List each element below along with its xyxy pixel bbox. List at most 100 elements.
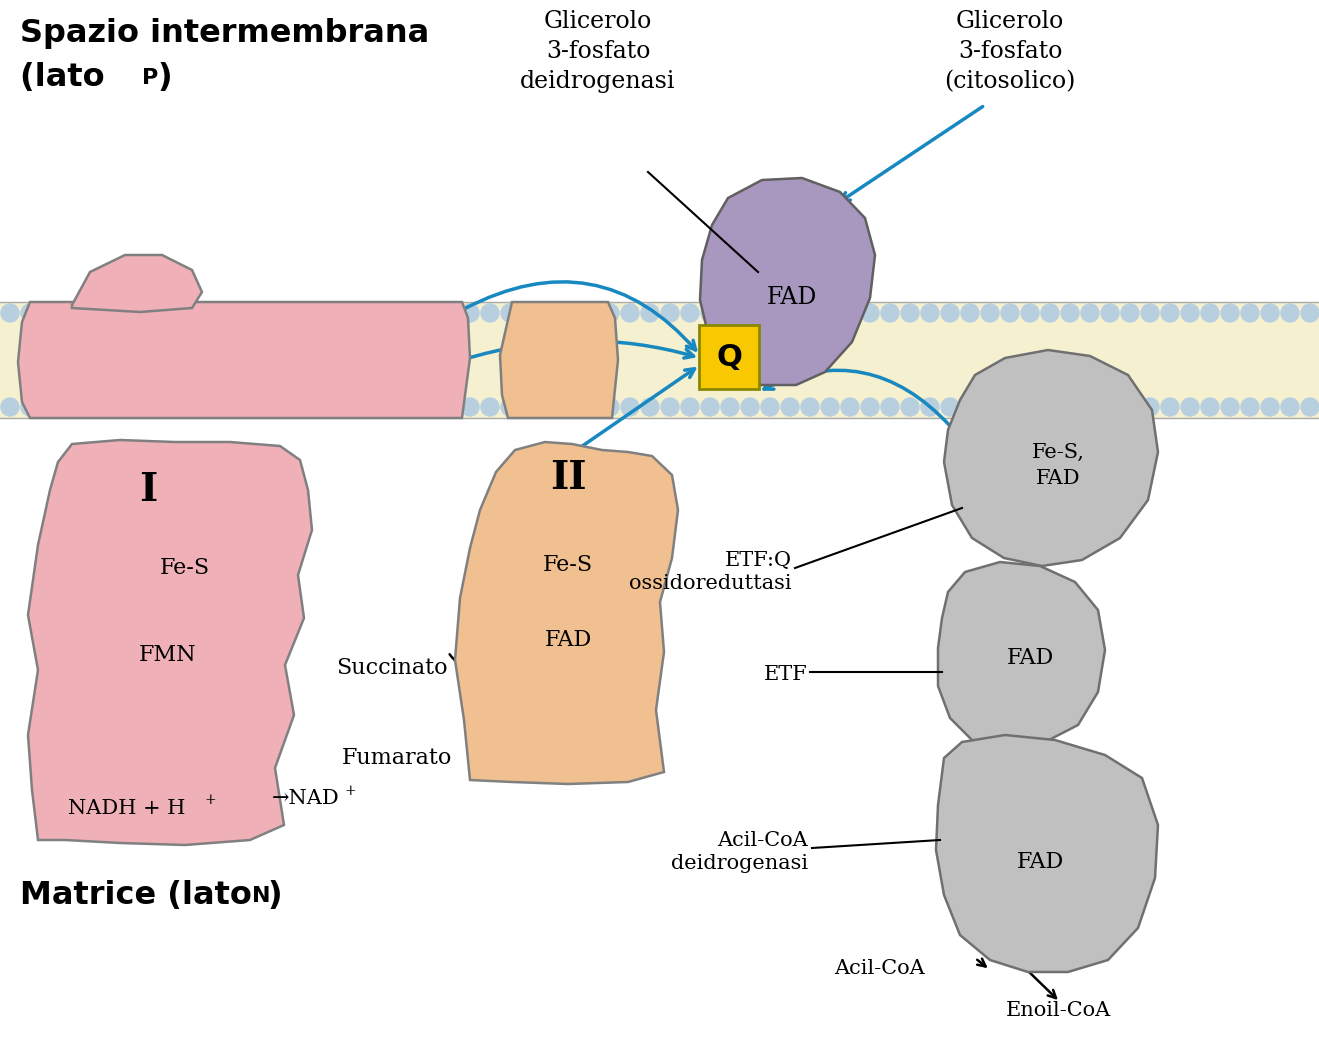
Circle shape bbox=[601, 304, 619, 322]
Circle shape bbox=[261, 304, 280, 322]
Text: FAD: FAD bbox=[1017, 851, 1063, 873]
Circle shape bbox=[741, 397, 758, 416]
Circle shape bbox=[1281, 304, 1299, 322]
Circle shape bbox=[621, 304, 638, 322]
Text: Glicerolo
3-fosfato
(citosolico): Glicerolo 3-fosfato (citosolico) bbox=[944, 10, 1076, 93]
Text: I: I bbox=[138, 471, 157, 509]
Circle shape bbox=[401, 397, 419, 416]
Circle shape bbox=[1021, 397, 1039, 416]
Circle shape bbox=[342, 304, 359, 322]
Circle shape bbox=[580, 397, 599, 416]
Circle shape bbox=[561, 397, 579, 416]
Text: ): ) bbox=[157, 62, 171, 93]
Circle shape bbox=[1221, 304, 1239, 322]
Circle shape bbox=[921, 304, 939, 322]
Circle shape bbox=[361, 397, 379, 416]
Circle shape bbox=[102, 304, 119, 322]
Circle shape bbox=[381, 397, 400, 416]
Text: II: II bbox=[550, 459, 586, 497]
Circle shape bbox=[962, 304, 979, 322]
Circle shape bbox=[1202, 397, 1219, 416]
Circle shape bbox=[781, 397, 799, 416]
Circle shape bbox=[1001, 397, 1020, 416]
Text: FAD: FAD bbox=[545, 629, 592, 651]
Circle shape bbox=[200, 304, 219, 322]
Circle shape bbox=[681, 397, 699, 416]
Text: Matrice (lato: Matrice (lato bbox=[20, 880, 262, 911]
Polygon shape bbox=[28, 440, 313, 845]
Text: FAD: FAD bbox=[1035, 469, 1080, 487]
Circle shape bbox=[1101, 304, 1119, 322]
Circle shape bbox=[661, 397, 679, 416]
Circle shape bbox=[501, 397, 518, 416]
Text: Fe-S: Fe-S bbox=[160, 558, 210, 579]
Circle shape bbox=[861, 304, 878, 322]
Circle shape bbox=[241, 397, 259, 416]
Circle shape bbox=[1161, 397, 1179, 416]
Circle shape bbox=[641, 304, 660, 322]
Polygon shape bbox=[18, 302, 470, 418]
Circle shape bbox=[181, 304, 199, 322]
Text: +: + bbox=[204, 793, 216, 808]
Polygon shape bbox=[73, 255, 202, 312]
Circle shape bbox=[1141, 397, 1159, 416]
Circle shape bbox=[1121, 304, 1140, 322]
Text: Spazio intermembrana: Spazio intermembrana bbox=[20, 18, 429, 49]
Circle shape bbox=[601, 397, 619, 416]
Circle shape bbox=[41, 397, 59, 416]
Circle shape bbox=[121, 397, 138, 416]
Circle shape bbox=[1241, 397, 1260, 416]
Circle shape bbox=[901, 397, 919, 416]
Circle shape bbox=[820, 397, 839, 416]
Circle shape bbox=[161, 304, 179, 322]
Circle shape bbox=[981, 397, 998, 416]
Text: Fumarato: Fumarato bbox=[342, 747, 452, 769]
Circle shape bbox=[462, 304, 479, 322]
Circle shape bbox=[441, 397, 459, 416]
Circle shape bbox=[301, 304, 319, 322]
Polygon shape bbox=[700, 178, 874, 385]
Circle shape bbox=[1281, 397, 1299, 416]
Circle shape bbox=[222, 397, 239, 416]
Text: ETF: ETF bbox=[764, 665, 809, 684]
Circle shape bbox=[1181, 397, 1199, 416]
Circle shape bbox=[1, 397, 18, 416]
Circle shape bbox=[1021, 304, 1039, 322]
Circle shape bbox=[801, 304, 819, 322]
Circle shape bbox=[381, 304, 400, 322]
Circle shape bbox=[441, 304, 459, 322]
Circle shape bbox=[321, 304, 339, 322]
Circle shape bbox=[1060, 304, 1079, 322]
Circle shape bbox=[261, 397, 280, 416]
Circle shape bbox=[940, 397, 959, 416]
Circle shape bbox=[61, 304, 79, 322]
Text: Q: Q bbox=[716, 343, 741, 372]
Circle shape bbox=[1301, 304, 1319, 322]
Text: Acil-CoA
deidrogenasi: Acil-CoA deidrogenasi bbox=[671, 831, 809, 873]
Circle shape bbox=[21, 304, 40, 322]
Circle shape bbox=[462, 397, 479, 416]
Circle shape bbox=[700, 304, 719, 322]
Text: Acil-CoA: Acil-CoA bbox=[834, 958, 925, 978]
Circle shape bbox=[801, 397, 819, 416]
Circle shape bbox=[901, 304, 919, 322]
Circle shape bbox=[721, 397, 739, 416]
Text: Glicerolo
3-fosfato
deidrogenasi: Glicerolo 3-fosfato deidrogenasi bbox=[520, 10, 675, 93]
Text: FAD: FAD bbox=[1006, 647, 1054, 669]
Circle shape bbox=[621, 397, 638, 416]
Circle shape bbox=[342, 397, 359, 416]
Text: +: + bbox=[346, 784, 356, 798]
Circle shape bbox=[481, 304, 499, 322]
Circle shape bbox=[301, 397, 319, 416]
Circle shape bbox=[541, 397, 559, 416]
Circle shape bbox=[1060, 397, 1079, 416]
Circle shape bbox=[921, 397, 939, 416]
Circle shape bbox=[421, 304, 439, 322]
Circle shape bbox=[501, 304, 518, 322]
Circle shape bbox=[1161, 304, 1179, 322]
Circle shape bbox=[1082, 397, 1099, 416]
Circle shape bbox=[641, 397, 660, 416]
Circle shape bbox=[141, 397, 160, 416]
Text: Fe-S: Fe-S bbox=[543, 554, 594, 576]
Circle shape bbox=[1, 304, 18, 322]
